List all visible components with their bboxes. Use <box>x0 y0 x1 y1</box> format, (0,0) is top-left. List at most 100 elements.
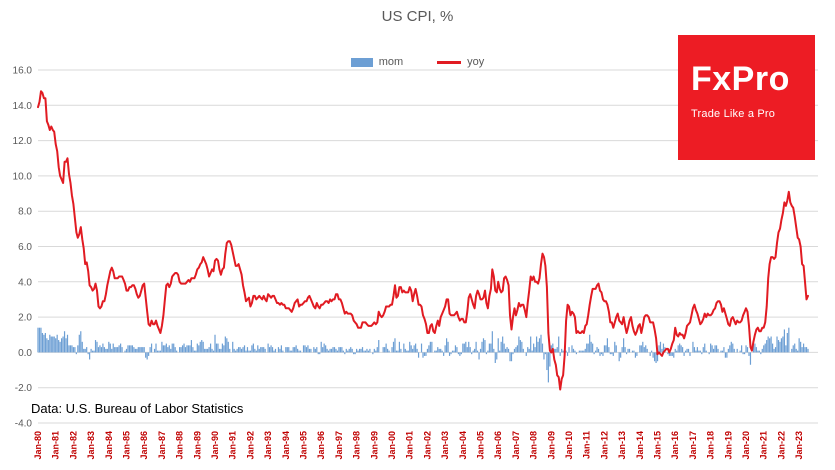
mom-bar <box>699 350 701 353</box>
mom-bar <box>261 347 263 353</box>
mom-bar <box>478 352 480 360</box>
mom-bar <box>373 348 375 353</box>
mom-bar <box>68 345 70 353</box>
mom-bar <box>148 352 150 356</box>
x-axis-tick-label: Jan-82 <box>68 431 78 460</box>
mom-bar <box>484 340 486 353</box>
x-axis-tick-label: Jan-04 <box>458 431 468 460</box>
mom-bar <box>229 348 231 353</box>
mom-bar <box>677 345 679 353</box>
mom-bar <box>454 345 457 353</box>
legend-yoy-label: yoy <box>467 56 485 68</box>
mom-bar <box>488 343 490 353</box>
mom-bar <box>566 352 569 356</box>
mom-bar <box>763 345 765 353</box>
mom-bar <box>683 352 685 356</box>
mom-bar <box>297 348 299 353</box>
mom-bar <box>286 347 288 353</box>
mom-bar <box>170 348 172 353</box>
mom-bar <box>291 350 293 353</box>
x-axis-tick-label: Jan-92 <box>245 431 255 460</box>
data-source-note: Data: U.S. Bureau of Labor Statistics <box>31 401 244 416</box>
mom-bar <box>111 348 113 353</box>
mom-bar <box>245 350 247 353</box>
mom-bar-swatch-icon <box>350 57 373 67</box>
mom-bar <box>546 352 548 371</box>
mom-bar <box>255 350 257 353</box>
mom-bar <box>360 348 362 353</box>
legend-item-yoy: yoy <box>437 56 484 68</box>
mom-bar <box>114 347 116 353</box>
mom-bar <box>314 348 316 353</box>
mom-bar <box>531 350 533 353</box>
mom-bar <box>774 347 777 353</box>
mom-bar <box>232 341 234 353</box>
mom-bar <box>441 350 443 353</box>
mom-bar <box>49 334 51 353</box>
mom-bar <box>258 348 260 353</box>
x-axis-tick-label: Jan-09 <box>546 431 556 460</box>
mom-bar <box>77 345 79 353</box>
mom-bar <box>794 343 796 353</box>
mom-bar <box>597 348 600 353</box>
mom-bar <box>611 352 613 355</box>
x-axis-tick-label: Jan-11 <box>582 431 592 459</box>
mom-bar <box>133 347 135 353</box>
mom-bar <box>791 348 793 353</box>
mom-bar <box>754 343 756 353</box>
y-axis-tick-label: -2.0 <box>15 383 33 394</box>
mom-bar <box>358 348 361 353</box>
mom-bar <box>145 352 147 358</box>
mom-bar <box>652 352 654 358</box>
mom-bar <box>769 338 771 353</box>
mom-bar <box>752 343 755 353</box>
x-axis-tick-label: Jan-01 <box>405 431 415 460</box>
y-axis-tick-label: 12.0 <box>13 136 33 147</box>
mom-bar <box>726 352 728 358</box>
mom-bar <box>342 350 344 353</box>
mom-bar <box>692 341 694 353</box>
y-axis-tick-label: 10.0 <box>13 171 33 182</box>
mom-bar <box>78 334 80 353</box>
y-axis-tick-label: 4.0 <box>18 277 32 288</box>
mom-bar <box>631 350 634 353</box>
mom-bar <box>159 350 162 353</box>
mom-bar <box>698 350 700 353</box>
mom-bar <box>702 347 704 353</box>
mom-bar <box>251 345 253 353</box>
mom-bar <box>74 347 76 353</box>
mom-bar <box>184 347 187 353</box>
mom-bar <box>317 352 319 355</box>
mom-bar <box>676 350 678 353</box>
x-axis-tick-label: Jan-19 <box>723 431 733 460</box>
mom-bar <box>739 350 741 353</box>
mom-bar <box>142 347 144 353</box>
mom-bar <box>62 336 64 353</box>
mom-bar <box>173 343 175 353</box>
mom-bar <box>481 341 483 353</box>
mom-bar <box>420 343 423 353</box>
x-axis-tick-label: Jan-05 <box>476 431 486 460</box>
mom-bar <box>618 352 620 362</box>
mom-bar <box>199 341 201 353</box>
mom-bar <box>37 327 39 353</box>
mom-bar <box>409 341 411 353</box>
mom-bar <box>674 348 676 353</box>
mom-bar <box>509 352 511 362</box>
mom-bar <box>406 350 408 353</box>
mom-bar <box>165 343 167 353</box>
mom-bar <box>214 334 216 353</box>
mom-bar <box>99 345 101 353</box>
mom-bar <box>503 343 505 353</box>
mom-bar <box>273 350 275 353</box>
mom-bar <box>416 348 418 353</box>
mom-bar <box>112 343 114 353</box>
mom-bar <box>620 352 622 358</box>
mom-bar <box>308 348 311 353</box>
mom-bar <box>333 347 336 353</box>
mom-bar <box>224 336 226 353</box>
mom-bar <box>280 345 282 353</box>
mom-bar <box>474 348 476 353</box>
mom-bar <box>279 348 281 353</box>
